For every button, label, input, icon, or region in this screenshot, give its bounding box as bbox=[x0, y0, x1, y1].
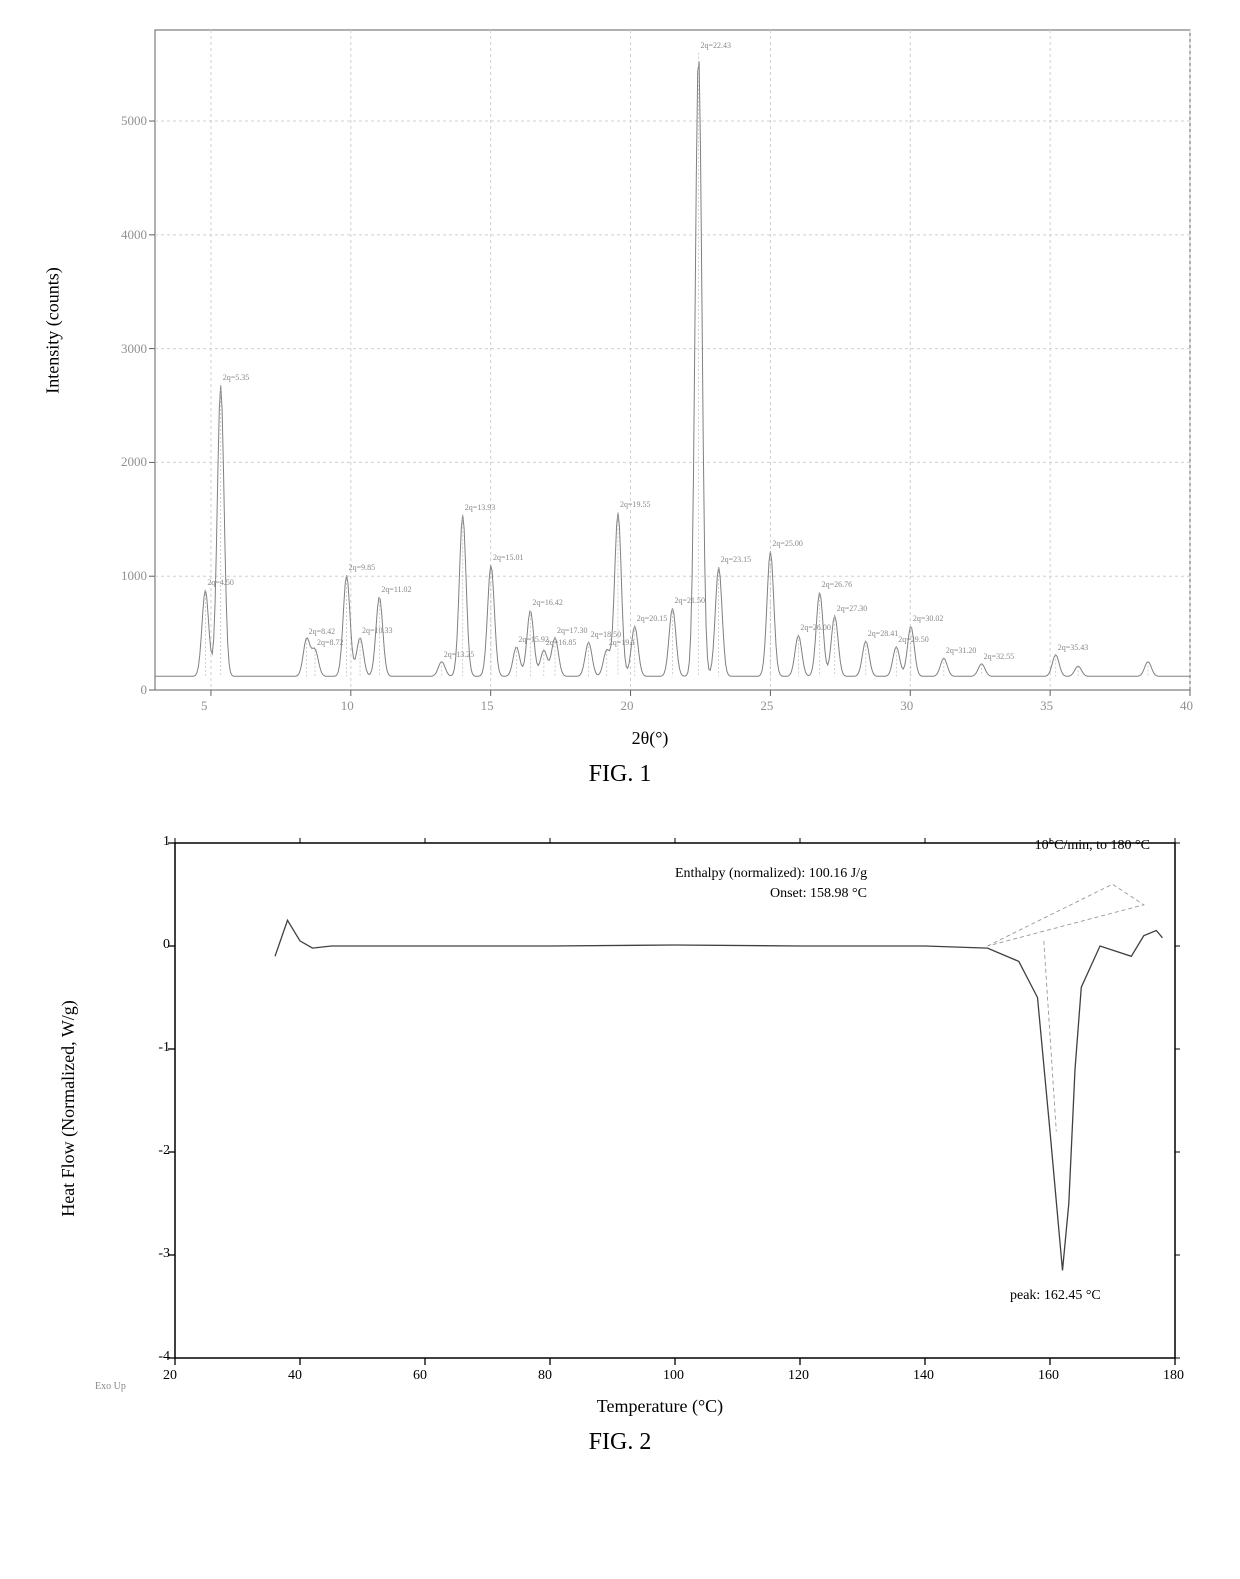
fig2-caption: FIG. 2 bbox=[20, 1429, 1220, 1456]
fig2-xtick: 180 bbox=[1163, 1368, 1184, 1384]
fig1-ytick: 3000 bbox=[97, 341, 147, 357]
fig2-ytick: 1 bbox=[120, 834, 170, 850]
fig1-xtick: 25 bbox=[760, 698, 773, 714]
fig2-xtick: 60 bbox=[413, 1368, 427, 1384]
figure-2: Heat Flow (Normalized, W/g) 20 40 60 80 100 1… bbox=[20, 828, 1220, 1456]
fig2-ytick: -2 bbox=[120, 1143, 170, 1159]
fig1-xtick: 20 bbox=[621, 698, 634, 714]
fig2-ylabel: Heat Flow (Normalized, W/g) bbox=[58, 1000, 79, 1217]
fig1-svg bbox=[100, 20, 1200, 720]
fig1-xtick: 5 bbox=[201, 698, 208, 714]
fig1-chart-area: Intensity (counts) 510152025303540010002… bbox=[100, 20, 1200, 720]
fig1-xtick: 10 bbox=[341, 698, 354, 714]
fig2-ytick: -4 bbox=[120, 1349, 170, 1365]
fig1-ytick: 5000 bbox=[97, 113, 147, 129]
fig2-xtick: 140 bbox=[913, 1368, 934, 1384]
fig2-annot-onset: Onset: 158.98 °C bbox=[770, 886, 867, 902]
fig2-xtick: 100 bbox=[663, 1368, 684, 1384]
fig2-exo-label: Exo Up bbox=[95, 1381, 126, 1392]
fig1-ylabel: Intensity (counts) bbox=[43, 267, 64, 393]
fig1-xtick: 40 bbox=[1180, 698, 1193, 714]
fig1-xtick: 30 bbox=[900, 698, 913, 714]
fig1-caption: FIG. 1 bbox=[20, 761, 1220, 788]
fig2-svg bbox=[130, 828, 1190, 1388]
fig2-xlabel: Temperature (°C) bbox=[130, 1396, 1190, 1417]
fig2-annot-peak: peak: 162.45 °C bbox=[1010, 1288, 1101, 1304]
fig2-xtick: 40 bbox=[288, 1368, 302, 1384]
fig1-ytick: 2000 bbox=[97, 454, 147, 470]
fig2-xtick: 160 bbox=[1038, 1368, 1059, 1384]
fig2-chart-area: Heat Flow (Normalized, W/g) 204060801001… bbox=[130, 828, 1190, 1388]
fig1-ytick: 4000 bbox=[97, 227, 147, 243]
fig2-ytick: -1 bbox=[120, 1040, 170, 1056]
fig2-annot-rate: 10°C/min, to 180 °C bbox=[1035, 838, 1150, 854]
fig2-xtick: 20 bbox=[163, 1368, 177, 1384]
fig1-xtick: 15 bbox=[481, 698, 494, 714]
fig1-xlabel: 2θ(°) bbox=[100, 728, 1200, 749]
fig2-ytick: 0 bbox=[120, 937, 170, 953]
fig2-xtick: 120 bbox=[788, 1368, 809, 1384]
fig1-ytick: 0 bbox=[97, 682, 147, 698]
fig2-annot-enthalpy: Enthalpy (normalized): 100.16 J/g bbox=[675, 866, 867, 882]
fig1-ytick: 1000 bbox=[97, 568, 147, 584]
figure-1: Intensity (counts) 5 10 15 20 25 30 35 40 0 1000 2… bbox=[20, 20, 1220, 788]
fig1-xtick: 35 bbox=[1040, 698, 1053, 714]
fig2-xtick: 80 bbox=[538, 1368, 552, 1384]
fig2-ytick: -3 bbox=[120, 1246, 170, 1262]
